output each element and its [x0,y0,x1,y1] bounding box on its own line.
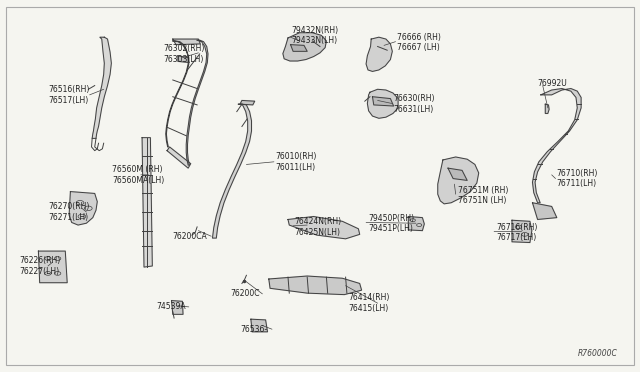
Text: 76716(RH)
76717(LH): 76716(RH) 76717(LH) [496,223,538,242]
Text: R760000C: R760000C [578,349,618,358]
Polygon shape [240,100,255,105]
Polygon shape [38,251,67,283]
Polygon shape [142,138,152,267]
Polygon shape [438,157,479,204]
Text: 76200CA: 76200CA [173,232,207,241]
Text: 76751M (RH)
76751N (LH): 76751M (RH) 76751N (LH) [458,186,508,205]
Polygon shape [172,301,183,314]
Text: 76302(RH)
76303(LH): 76302(RH) 76303(LH) [163,44,205,64]
Text: 74539A: 74539A [157,302,186,311]
Polygon shape [367,89,398,118]
Polygon shape [166,41,189,147]
Text: 76424N(RH)
76425N(LH): 76424N(RH) 76425N(LH) [294,217,342,237]
Polygon shape [173,39,200,45]
Polygon shape [186,40,208,165]
Polygon shape [283,33,326,61]
Text: 79450P(RH)
79451P(LH): 79450P(RH) 79451P(LH) [368,214,414,233]
Polygon shape [251,319,268,332]
Text: 76560M (RH)
76560MA(LH): 76560M (RH) 76560MA(LH) [112,165,164,185]
Text: 76536-: 76536- [240,325,267,334]
Text: 76630(RH)
76631(LH): 76630(RH) 76631(LH) [394,94,435,114]
Polygon shape [178,56,189,62]
Text: 76710(RH)
76711(LH): 76710(RH) 76711(LH) [557,169,598,188]
Polygon shape [269,276,362,295]
Polygon shape [545,104,549,113]
Polygon shape [512,220,532,243]
Text: 76666 (RH)
76667 (LH): 76666 (RH) 76667 (LH) [397,33,441,52]
Polygon shape [291,45,307,51]
Polygon shape [288,217,360,239]
Polygon shape [532,89,581,203]
Text: 76270(RH)
76271(LH): 76270(RH) 76271(LH) [48,202,90,222]
Text: 76010(RH)
76011(LH): 76010(RH) 76011(LH) [275,152,317,171]
Polygon shape [69,192,97,225]
Text: 76200C: 76200C [230,289,260,298]
Polygon shape [448,168,467,180]
Text: 76992U: 76992U [538,79,567,88]
Text: 76226(RH)
76227(LH): 76226(RH) 76227(LH) [19,256,60,276]
Polygon shape [212,104,252,238]
Polygon shape [167,147,191,168]
Polygon shape [92,37,111,138]
Text: 76516(RH)
76517(LH): 76516(RH) 76517(LH) [48,85,90,105]
Polygon shape [532,203,557,219]
Polygon shape [408,217,424,231]
Text: 79432N(RH)
79433N(LH): 79432N(RH) 79433N(LH) [291,26,339,45]
Polygon shape [372,97,394,106]
Polygon shape [366,37,392,71]
Text: 76414(RH)
76415(LH): 76414(RH) 76415(LH) [349,294,390,313]
